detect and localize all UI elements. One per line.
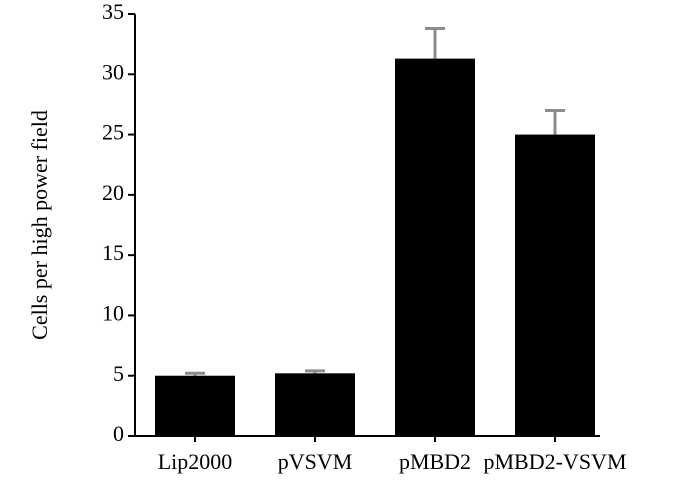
bar — [275, 373, 355, 436]
bar — [515, 134, 595, 437]
y-tick-label: 25 — [102, 120, 124, 145]
bar — [395, 58, 475, 437]
y-tick-label: 15 — [102, 240, 124, 265]
bar — [155, 375, 235, 436]
x-tick-label: pMBD2 — [399, 449, 471, 474]
y-tick-label: 5 — [113, 361, 124, 386]
y-tick-label: 20 — [102, 180, 124, 205]
y-tick-label: 10 — [102, 300, 124, 325]
y-tick-label: 30 — [102, 59, 124, 84]
x-tick-label: pMBD2-VSVM — [483, 449, 626, 474]
x-tick-label: pVSVM — [278, 449, 353, 474]
x-tick-label: Lip2000 — [158, 449, 233, 474]
y-tick-label: 35 — [102, 0, 124, 24]
y-tick-label: 0 — [113, 421, 124, 446]
y-axis-label: Cells per high power field — [27, 110, 52, 340]
